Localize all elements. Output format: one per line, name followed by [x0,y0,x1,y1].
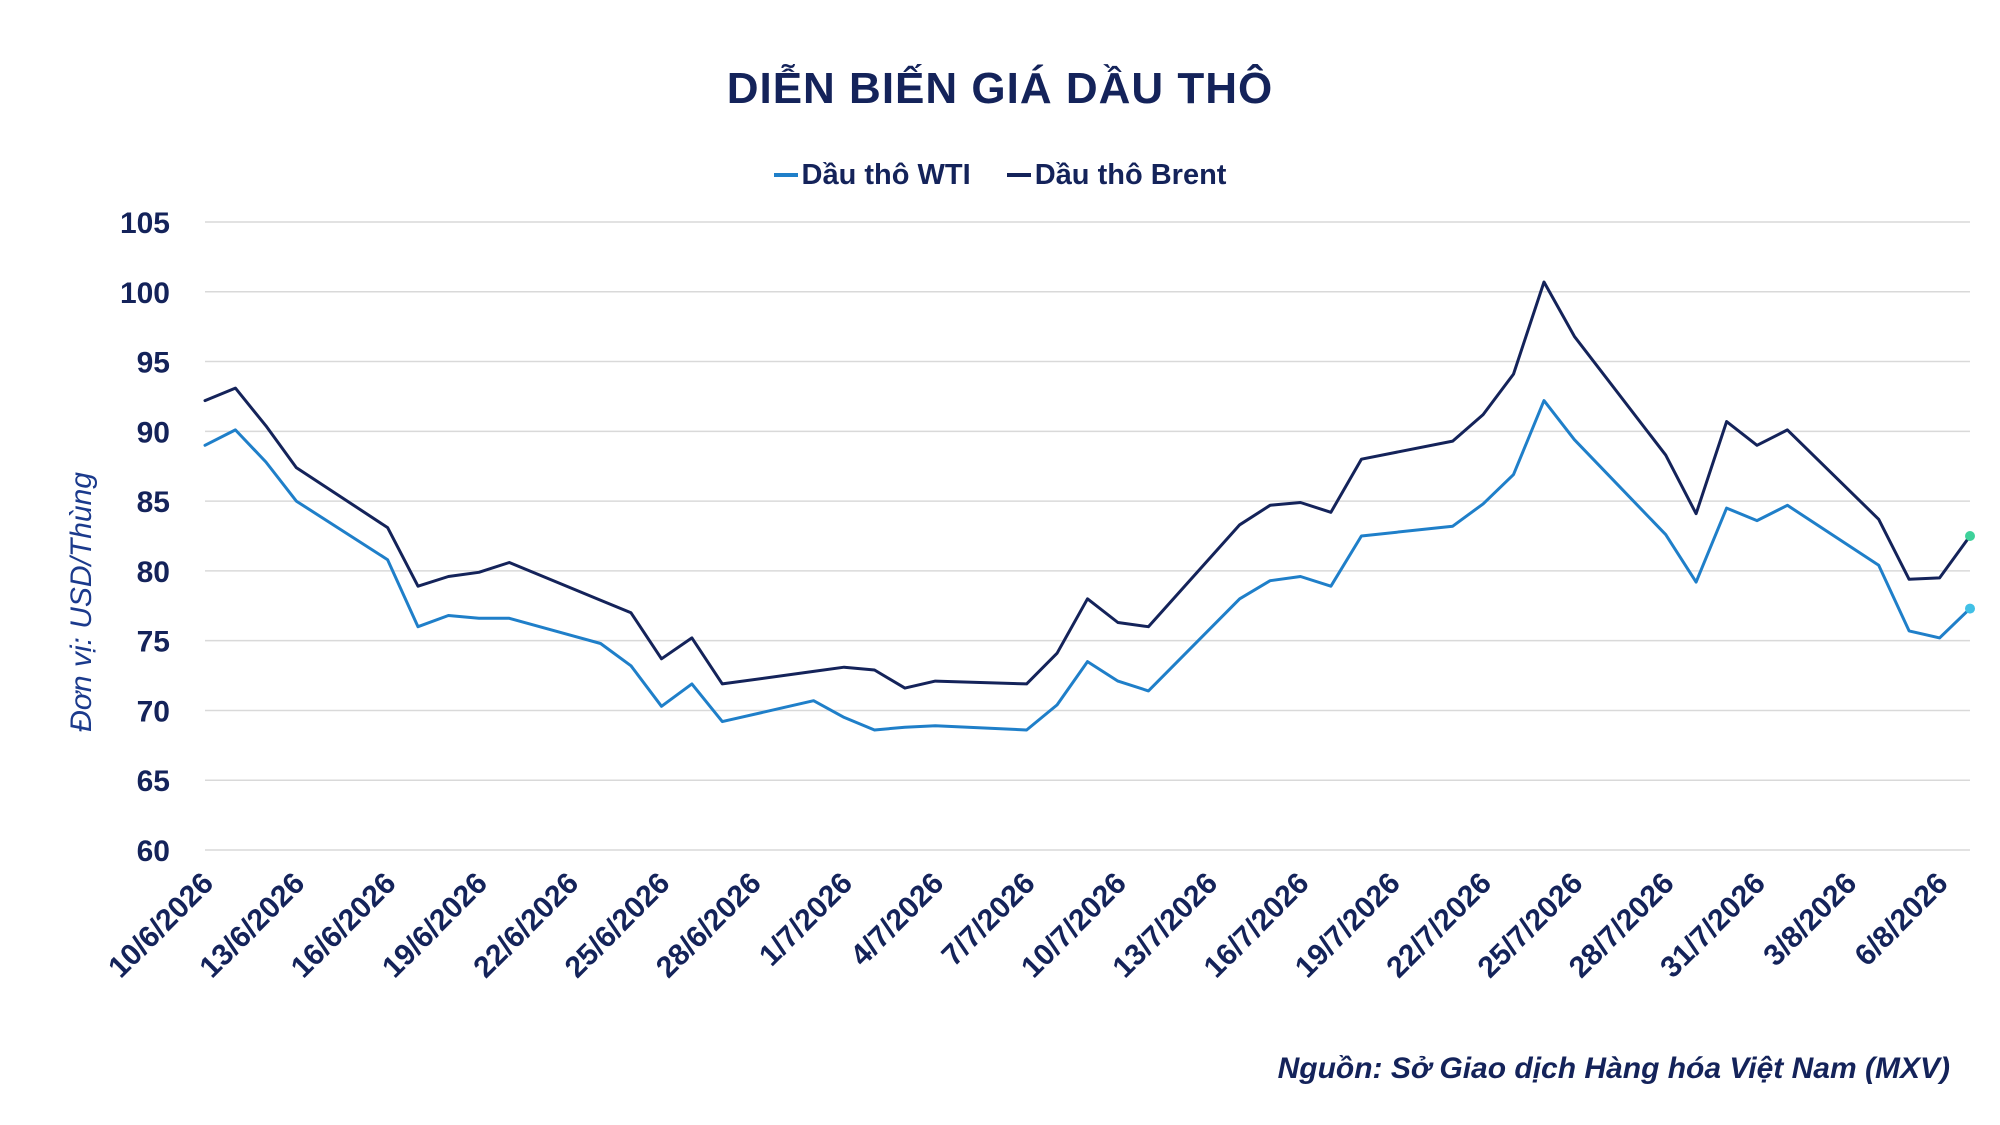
y-axis-ticks: 60 65 70 75 80 85 90 95 100 105 [120,207,170,868]
legend-swatch-brent [1006,173,1031,177]
y-tick-label: 60 [137,835,170,868]
legend-label-brent: Dầu thô Brent [1034,158,1227,191]
x-tick-label: 6/8/2026 [1849,867,1955,973]
legend-swatch-wti [773,173,798,177]
series-lines [203,280,1972,732]
x-tick-label: 1/7/2026 [753,867,859,973]
y-tick-label: 75 [137,626,170,659]
y-tick-label: 65 [137,765,170,798]
legend-item-brent: Dầu thô Brent [1006,158,1227,192]
y-tick-label: 70 [137,695,170,728]
series-line-wti [203,399,1972,732]
y-tick-label: 80 [137,556,170,589]
x-axis-ticks: 10/6/202613/6/202616/6/202619/6/202622/6… [102,867,1954,985]
data-point-last-wti [1965,603,1975,614]
chart-legend: Dầu thô WTI Dầu thô Brent [0,152,2000,192]
source-note: Nguồn: Sở Giao dịch Hàng hóa Việt Nam (M… [1277,1052,1950,1085]
series-endpoints [1965,531,1975,614]
series-line-brent [203,280,1972,690]
data-point-last-brent [1965,531,1975,541]
y-tick-label: 85 [137,486,170,519]
chart-title: DIỄN BIẾN GIÁ DẦU THÔ [726,64,1274,113]
legend-item-wti: Dầu thô WTI [773,158,971,192]
x-tick-label: 4/7/2026 [844,867,950,973]
grid-lines [205,221,1970,851]
y-tick-label: 100 [120,277,170,310]
y-tick-label: 95 [137,347,170,380]
legend-label-wti: Dầu thô WTI [801,158,971,191]
x-tick-label: 3/8/2026 [1757,867,1863,973]
y-tick-label: 90 [137,416,170,449]
y-tick-label: 105 [120,207,170,240]
